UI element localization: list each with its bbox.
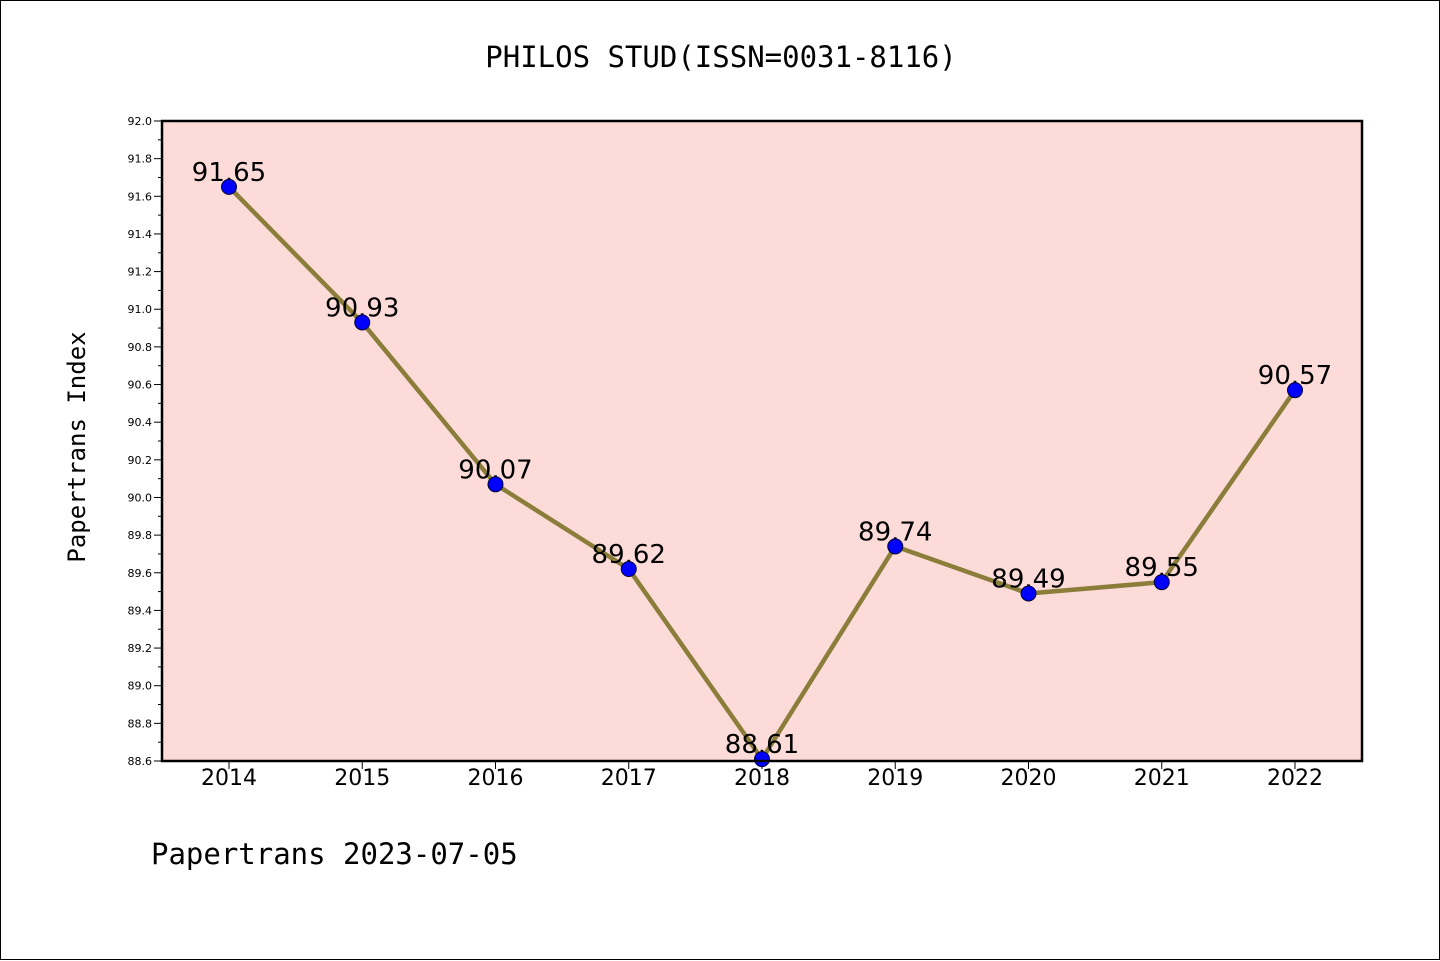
x-tick-label: 2016 <box>468 766 524 791</box>
data-point <box>1287 382 1303 399</box>
y-tick-label: 89.4 <box>128 604 153 617</box>
y-tick-label: 90.6 <box>128 379 153 392</box>
y-tick-label: 91.0 <box>128 303 153 316</box>
x-tick-label: 2015 <box>334 766 390 791</box>
chart-title: PHILOS STUD(ISSN=0031-8116) <box>485 40 956 74</box>
y-axis-label: Papertrans Index <box>63 331 91 562</box>
y-tick-label: 90.2 <box>128 454 153 467</box>
data-point <box>1153 574 1170 591</box>
footer-date: Papertrans 2023-07-05 <box>151 837 518 871</box>
plot-area <box>162 121 1362 761</box>
x-axis: 2014 2015 2016 2017 2018 2019 2020 2021 2022 <box>201 761 1323 791</box>
plot-frame <box>160 119 1364 763</box>
y-tick-label: 90.4 <box>128 416 153 429</box>
x-tick-label: 2018 <box>734 766 790 791</box>
data-point <box>887 538 904 555</box>
x-tick-label: 2017 <box>601 766 657 791</box>
y-tick-label: 89.8 <box>128 529 153 542</box>
x-tick-label: 2021 <box>1134 766 1190 791</box>
y-tick-label: 91.2 <box>128 266 153 279</box>
y-tick-label: 90.0 <box>128 491 153 504</box>
data-points <box>221 178 1303 768</box>
data-point <box>620 561 637 577</box>
y-tick-label: 89.0 <box>128 680 153 693</box>
data-point <box>221 178 237 195</box>
y-tick-label: 90.8 <box>128 341 153 354</box>
y-tick-label: 88.6 <box>128 755 153 768</box>
y-tick-label: 91.6 <box>128 190 153 203</box>
y-tick-label: 89.2 <box>128 642 153 655</box>
x-tick-label: 2014 <box>201 766 257 791</box>
x-tick-label: 2022 <box>1267 766 1323 791</box>
y-tick-label: 91.4 <box>128 228 153 241</box>
y-axis: 88.6 88.8 89.0 89.2 89.4 89.6 89.8 90.0 90.2 90.4… <box>128 115 162 768</box>
x-tick-label: 2019 <box>867 766 923 791</box>
data-point <box>487 476 504 493</box>
y-tick-label: 89.6 <box>128 567 153 580</box>
x-tick-label: 2020 <box>1001 766 1057 791</box>
data-point <box>354 314 371 331</box>
data-point <box>1020 585 1037 602</box>
data-point <box>754 751 770 768</box>
y-tick-label: 88.8 <box>128 717 153 730</box>
y-tick-label: 91.8 <box>128 153 153 166</box>
y-tick-label: 92.0 <box>128 115 153 128</box>
